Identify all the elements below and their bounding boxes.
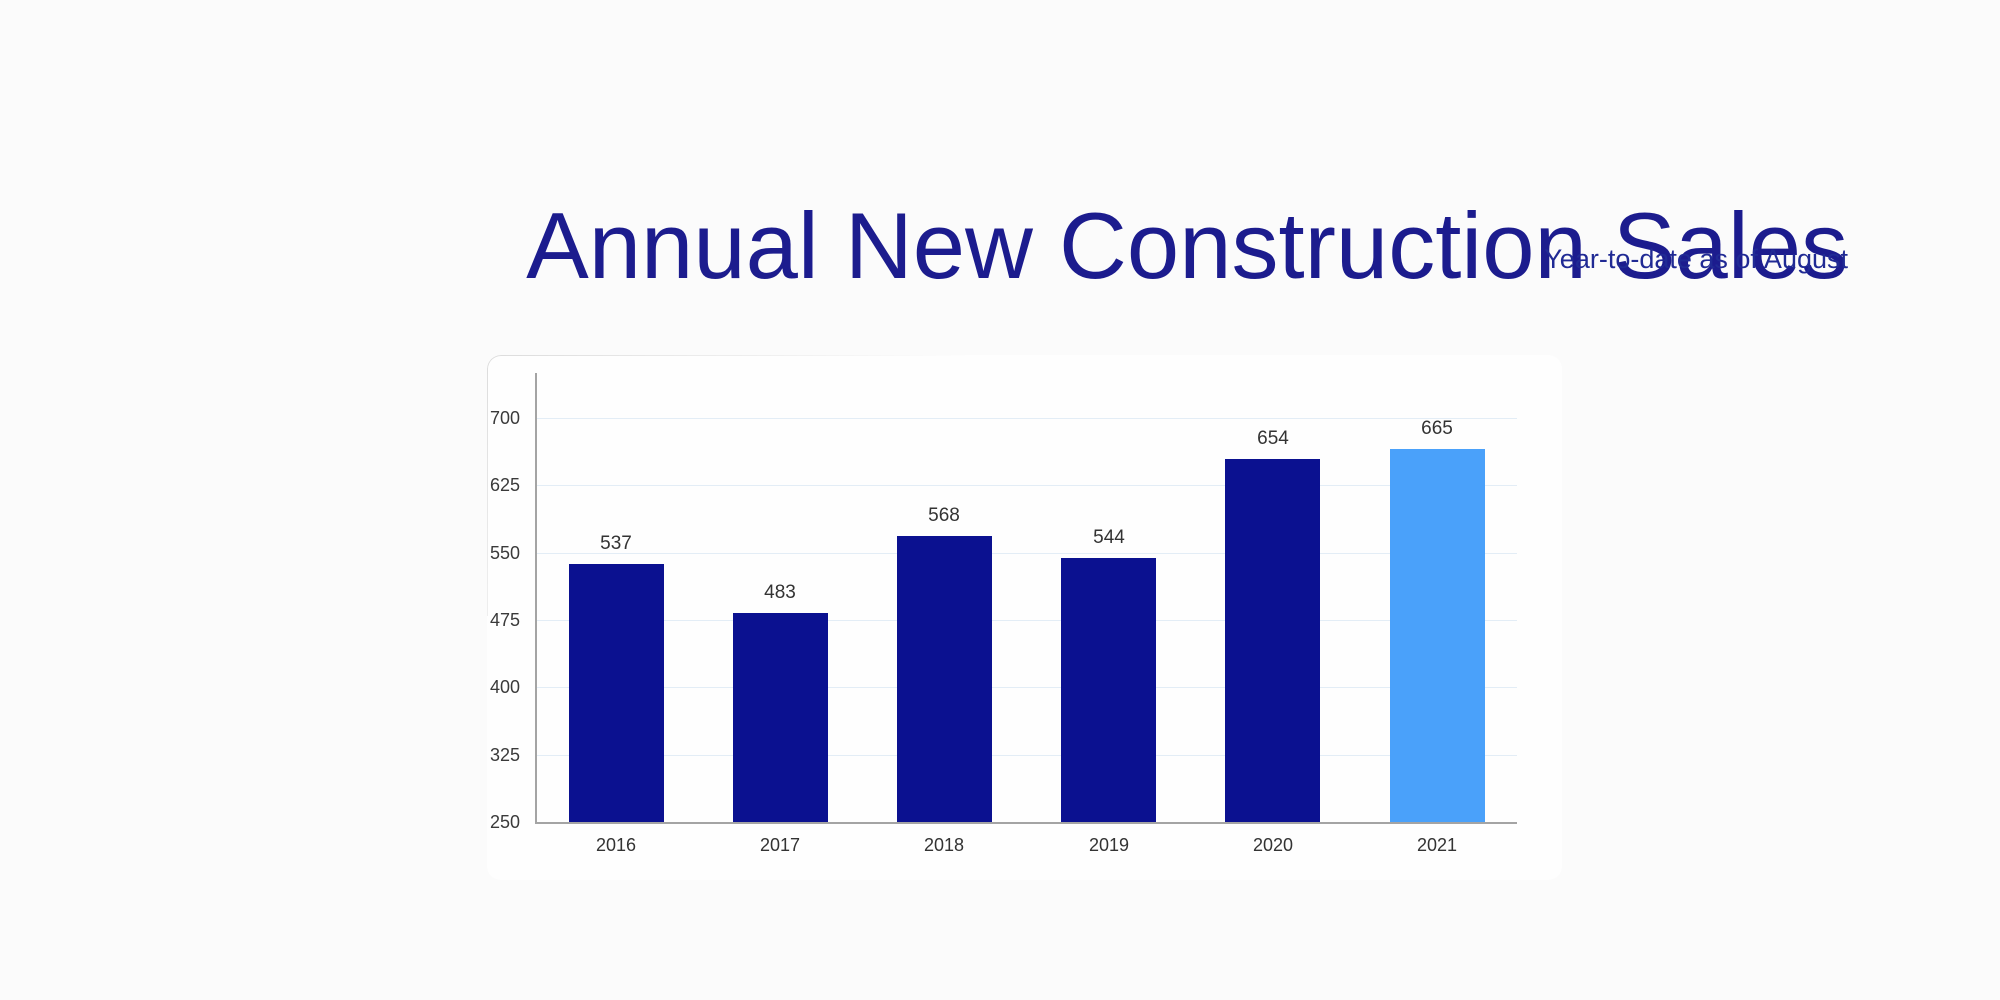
bar-2021	[1390, 449, 1485, 824]
y-tick-label-700: 700	[489, 408, 520, 428]
chart-card	[487, 355, 1562, 880]
bar-2018	[897, 536, 992, 824]
y-tick-label-475: 475	[489, 610, 520, 630]
bar-value-label-2019: 544	[1093, 527, 1125, 548]
gridline-475	[537, 620, 1517, 621]
x-tick-label-2020: 2020	[1252, 835, 1294, 855]
gridline-325	[537, 755, 1517, 756]
bar-value-label-2018: 568	[928, 505, 960, 526]
bar-value-label-2017: 483	[764, 582, 796, 603]
y-tick-label-550: 550	[489, 543, 520, 563]
page-subtitle: Year-to-date as of August	[1544, 244, 1848, 274]
x-tick-label-2017: 2017	[759, 835, 801, 855]
bar-2019	[1061, 558, 1156, 824]
page-title: Annual New Construction Sales	[526, 192, 1848, 298]
gridline-550	[537, 553, 1517, 554]
gridline-625	[537, 485, 1517, 486]
gridline-400	[537, 687, 1517, 688]
bar-value-label-2016: 537	[600, 533, 632, 554]
gridline-700	[537, 418, 1517, 419]
x-tick-label-2019: 2019	[1088, 835, 1130, 855]
y-tick-label-250: 250	[489, 812, 520, 832]
x-tick-label-2021: 2021	[1416, 835, 1458, 855]
x-tick-label-2018: 2018	[923, 835, 965, 855]
bar-2020	[1225, 459, 1320, 824]
x-axis-line	[535, 822, 1517, 824]
bar-2017	[733, 613, 828, 824]
y-axis-line	[535, 373, 537, 824]
y-tick-label-400: 400	[489, 677, 520, 697]
y-tick-label-325: 325	[489, 745, 520, 765]
y-tick-label-625: 625	[489, 475, 520, 495]
x-tick-label-2016: 2016	[595, 835, 637, 855]
bar-2016	[569, 564, 664, 824]
bar-value-label-2021: 665	[1421, 418, 1453, 439]
bar-value-label-2020: 654	[1257, 428, 1289, 449]
